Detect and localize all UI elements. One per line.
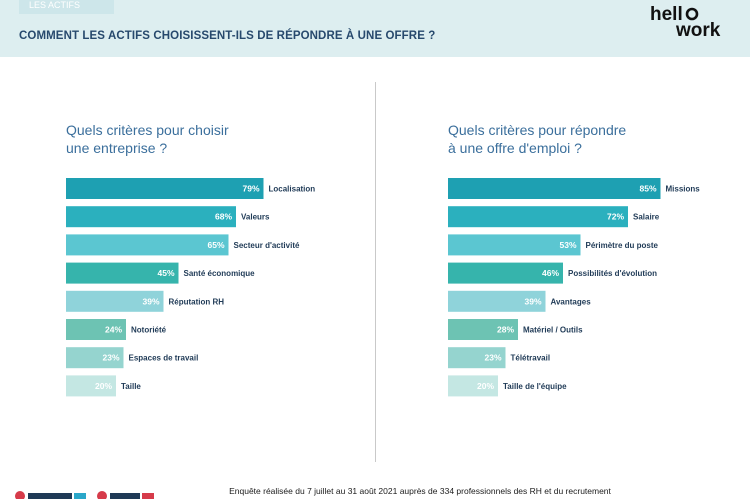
bar-category-label: Taille de l'équipe: [503, 382, 567, 391]
footer-text: Enquête réalisée du 7 juillet au 31 août…: [229, 486, 611, 496]
bar-category-label: Périmètre du poste: [586, 241, 659, 250]
right-chart-title: Quels critères pour répondre à une offre…: [448, 121, 626, 157]
left-bar-chart: 79% Localisation 68% Valeurs 65% Secteur d'ac…: [66, 178, 316, 397]
bar-right-3: [448, 262, 563, 284]
bar-category-label: Salaire: [633, 213, 660, 222]
bar-left-6: [66, 347, 124, 369]
left-chart-title-line2: une entreprise ?: [66, 140, 168, 156]
bar-left-0: [66, 178, 264, 199]
right-chart-title-line2: à une offre d'emploi ?: [448, 140, 582, 156]
bar-left-1: [66, 206, 236, 228]
bar-value-label: 39%: [524, 296, 541, 306]
bar-left-2: [66, 234, 229, 256]
left-chart-title: Quels critères pour choisir une entrepri…: [66, 121, 229, 157]
bar-left-3: [66, 262, 179, 284]
bar-value-label: 39%: [142, 296, 159, 306]
bar-value-label: 85%: [639, 184, 656, 194]
bar-category-label: Secteur d'activité: [234, 241, 300, 250]
bar-category-label: Santé économique: [184, 269, 256, 278]
hellowork-logo-icon: hell work: [650, 4, 721, 41]
bar-right-4: [448, 290, 546, 312]
header-band: LES ACTIFS COMMENT LES ACTIFS CHOISISSEN…: [0, 0, 750, 57]
footer-note: Enquête réalisée du 7 juillet au 31 août…: [0, 486, 750, 496]
section-tag: LES ACTIFS: [19, 0, 114, 14]
bar-category-label: Possibilités d'évolution: [568, 269, 657, 278]
bar-category-label: Localisation: [269, 185, 316, 194]
partner-logo-1-icon: [15, 491, 86, 499]
partner-logo-2-icon: [97, 491, 154, 499]
bar-left-5: [66, 319, 126, 340]
bar-category-label: Télétravail: [511, 354, 551, 363]
page-title: COMMENT LES ACTIFS CHOISISSENT-ILS DE RÉ…: [19, 30, 436, 42]
bar-value-label: 23%: [102, 353, 119, 363]
bar-right-7: [448, 375, 498, 397]
bar-category-label: Matériel / Outils: [523, 326, 583, 335]
left-chart-title-line1: Quels critères pour choisir: [66, 122, 229, 138]
bar-value-label: 79%: [242, 184, 259, 194]
logo-line1: hell: [650, 4, 683, 25]
bar-value-label: 46%: [542, 268, 559, 278]
bar-value-label: 53%: [559, 240, 576, 250]
right-bar-chart: 85% Missions 72% Salaire 53% Périmètre du pos…: [448, 178, 701, 397]
right-chart-title-line1: Quels critères pour répondre: [448, 122, 627, 138]
bar-value-label: 45%: [157, 268, 174, 278]
bar-left-7: [66, 375, 116, 397]
bar-value-label: 24%: [105, 325, 122, 335]
bar-right-1: [448, 206, 628, 228]
bar-category-label: Réputation RH: [169, 297, 225, 306]
bar-value-label: 20%: [95, 381, 112, 391]
bar-category-label: Notoriété: [131, 326, 167, 335]
bar-left-4: [66, 290, 164, 312]
bar-category-label: Avantages: [551, 297, 592, 306]
bar-value-label: 20%: [477, 381, 494, 391]
bar-category-label: Missions: [666, 185, 701, 194]
logo-line2: work: [675, 20, 721, 41]
bar-value-label: 23%: [484, 353, 501, 363]
bar-value-label: 72%: [607, 212, 624, 222]
bar-right-0: [448, 178, 661, 199]
bar-value-label: 68%: [215, 212, 232, 222]
bar-category-label: Valeurs: [241, 213, 270, 222]
logo-dot: [685, 7, 699, 21]
bar-value-label: 28%: [497, 325, 514, 335]
bar-right-6: [448, 347, 506, 369]
bar-value-label: 65%: [207, 240, 224, 250]
bar-category-label: Espaces de travail: [129, 354, 199, 363]
bar-right-5: [448, 319, 518, 340]
column-divider: [375, 82, 376, 462]
bar-right-2: [448, 234, 581, 256]
bar-category-label: Taille: [121, 382, 141, 391]
